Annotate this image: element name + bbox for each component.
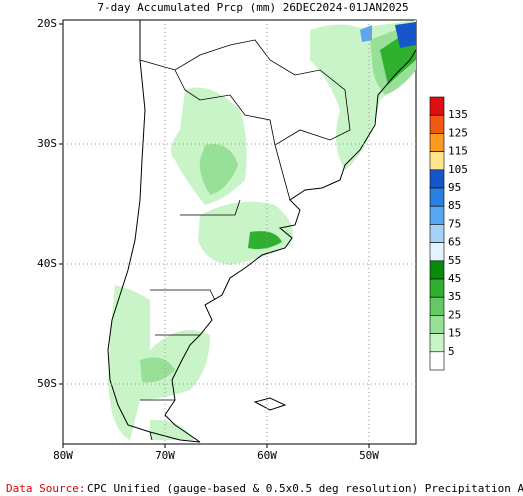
borders <box>139 39 351 441</box>
lon-label: 60W <box>257 449 277 462</box>
colorbar-label: 105 <box>448 163 468 176</box>
color-swatch <box>429 114 445 134</box>
precip-area <box>198 201 293 265</box>
lon-label: 70W <box>155 449 175 462</box>
island <box>253 397 287 411</box>
map-panel <box>62 19 417 445</box>
precip-area <box>199 144 238 195</box>
colorbar-label: 55 <box>448 254 461 267</box>
lat-label: 20S <box>37 17 57 30</box>
colorbar-label: 125 <box>448 126 468 139</box>
color-swatch <box>429 315 445 334</box>
title: 7-day Accumulated Prcp (mm) 26DEC2024-01… <box>97 1 408 14</box>
color-swatch <box>429 187 445 207</box>
color-swatch <box>429 242 445 262</box>
colorbar-label: 65 <box>448 236 461 249</box>
colorbar: 135 125 115 105 95 85 75 65 55 45 35 25 15 5 <box>429 96 468 371</box>
precip-blobs <box>108 20 416 440</box>
lon-label: 80W <box>53 449 73 462</box>
colorbar-label: 75 <box>448 217 461 230</box>
colorbar-label: 25 <box>448 308 461 321</box>
colorbar-label: 115 <box>448 145 468 158</box>
colorbar-label: 15 <box>448 327 461 340</box>
lat-label: 50S <box>37 377 57 390</box>
color-swatch <box>429 96 445 116</box>
footer-text: CPC Unified (gauge-based & 0.5x0.5 deg r… <box>87 482 523 495</box>
lat-label: 40S <box>37 257 57 270</box>
colorbar-label: 5 <box>448 345 455 358</box>
colorbar-label: 135 <box>448 108 468 121</box>
graticule: 20S 30S 40S 50S 80W 70W 60W 50W <box>37 17 416 462</box>
colorbar-label: 45 <box>448 272 461 285</box>
precip-area <box>360 25 372 42</box>
colorbar-label: 35 <box>448 290 461 303</box>
footer-label: Data Source: <box>6 482 85 495</box>
color-swatch <box>429 333 445 353</box>
color-swatch <box>429 296 445 316</box>
color-swatch <box>429 169 445 189</box>
colorbar-label: 95 <box>448 181 461 194</box>
color-swatch <box>429 278 445 298</box>
precip-area <box>140 357 175 383</box>
color-swatch <box>429 260 445 280</box>
colorbar-label: 85 <box>448 199 461 212</box>
color-swatch <box>429 133 445 152</box>
color-swatch <box>429 351 445 371</box>
color-swatch <box>429 205 445 225</box>
color-swatch <box>429 224 445 243</box>
precip-area <box>248 231 282 250</box>
color-swatch <box>429 151 445 171</box>
lon-label: 50W <box>359 449 379 462</box>
lat-label: 30S <box>37 137 57 150</box>
precip-area <box>395 22 416 48</box>
